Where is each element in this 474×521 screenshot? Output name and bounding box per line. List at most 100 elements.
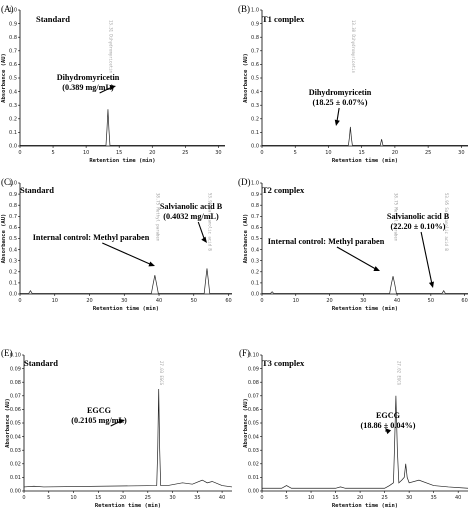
y-tick-label: 0.06: [248, 407, 259, 413]
x-tick-label: 5: [47, 495, 50, 501]
chart-title: Standard: [36, 14, 70, 24]
chart-panel: (B) T1 complex 0.0 0.1 0.2 0.3 0.4 0.5 0.6 0.7 0.8…: [238, 4, 468, 164]
y-tick-label: 0.05: [10, 421, 21, 427]
annotation-arrowhead: [428, 281, 434, 288]
x-tick-label: 15: [358, 150, 364, 156]
peak-label: 27.03 EGCG: [159, 361, 164, 386]
x-tick-label: 10: [308, 495, 314, 501]
y-tick-label: 0.07: [10, 394, 21, 400]
y-tick-label: 0.8: [9, 203, 17, 209]
y-tick-label: 0.1: [251, 281, 259, 287]
y-axis-label: Absorbance (AU): [5, 398, 11, 448]
annotation-text: EGCG: [87, 406, 112, 415]
x-tick-label: 30: [169, 495, 175, 501]
x-tick-label: 20: [86, 298, 92, 304]
annotation-text: Salvianolic acid B: [160, 202, 223, 211]
panel-label: (E): [1, 348, 13, 358]
y-tick-label: 0.10: [248, 353, 259, 359]
x-tick-label: 10: [325, 150, 331, 156]
annotation-arrowhead: [201, 236, 207, 243]
annotation-arrowhead: [385, 428, 392, 435]
peak-label: 13.30 Dihydromyricetin: [351, 20, 356, 74]
peak-label: 27.02 EGCG: [396, 361, 401, 386]
x-tick-label: 10: [293, 298, 299, 304]
x-tick-label: 20: [392, 150, 398, 156]
y-tick-label: 0.04: [10, 434, 21, 440]
y-tick-label: 1.0: [9, 181, 17, 187]
y-tick-label: 0.2: [251, 270, 259, 276]
y-tick-label: 0.9: [251, 21, 259, 27]
x-tick-label: 30: [215, 150, 221, 156]
annotation-arrow: [102, 242, 152, 266]
annotation-arrowhead: [109, 84, 116, 90]
annotation-text: (0.4032 mg/mL): [163, 212, 219, 221]
x-tick-label: 35: [430, 495, 436, 501]
y-tick-label: 0.3: [9, 103, 17, 109]
annotation-arrow: [336, 107, 340, 123]
x-tick-label: 0: [260, 298, 263, 304]
x-tick-label: 20: [357, 495, 363, 501]
x-axis-label: Retention time (min): [332, 306, 398, 312]
chart-title: Standard: [20, 185, 54, 195]
y-tick-label: 0.3: [251, 258, 259, 264]
x-tick-label: 40: [394, 298, 400, 304]
y-tick-label: 0.1: [9, 281, 17, 287]
x-tick-label: 5: [294, 150, 297, 156]
peak-label: 53.95 Salvianolic acid B: [444, 193, 449, 251]
annotation-text: EGCG: [376, 411, 401, 420]
chart-panel: (D) T2 complex 0.0 0.1 0.2 0.3 0.4 0.5 0.6 0.7 0.8…: [238, 177, 468, 312]
x-tick-label: 30: [458, 150, 464, 156]
annotation-arrowhead: [148, 261, 155, 267]
x-tick-label: 50: [191, 298, 197, 304]
y-tick-label: 0.7: [251, 214, 259, 220]
x-tick-label: 60: [461, 298, 467, 304]
x-tick-label: 60: [225, 298, 231, 304]
annotation-text: (0.389 mg/mL): [62, 83, 114, 92]
panel-label: (F): [239, 348, 250, 358]
chart-panel: (F) T3 complex 0.00 0.01 0.02 0.03 0.04 0.05 0.0…: [239, 348, 469, 509]
annotation-text: (0.2105 mg/mL): [71, 416, 127, 425]
y-tick-label: 0.7: [9, 49, 17, 55]
panel-label: (A): [1, 4, 14, 14]
y-tick-label: 0.0: [251, 292, 259, 298]
x-tick-label: 30: [406, 495, 412, 501]
peak-label: 53.95 Salvianolic acid B: [207, 193, 212, 251]
x-axis-label: Retention time (min): [332, 158, 398, 164]
chart-panel: (C) Standard 0.0 0.1 0.2 0.3 0.4 0.5 0.6 0.7 0.8 0.…: [1, 177, 232, 312]
x-tick-label: 0: [22, 495, 25, 501]
y-tick-label: 0.5: [9, 236, 17, 242]
x-tick-label: 0: [260, 495, 263, 501]
y-tick-label: 0.02: [10, 462, 21, 468]
y-tick-label: 0.3: [251, 103, 259, 109]
y-tick-label: 0.03: [10, 448, 21, 454]
y-tick-label: 0.01: [248, 475, 259, 481]
y-tick-label: 0.5: [9, 76, 17, 82]
chart-title: T2 complex: [262, 185, 305, 195]
y-tick-label: 0.8: [9, 35, 17, 41]
x-tick-label: 15: [116, 150, 122, 156]
x-tick-label: 30: [360, 298, 366, 304]
y-tick-label: 0.00: [10, 489, 21, 495]
annotation-arrowhead: [373, 266, 380, 271]
y-tick-label: 0.9: [9, 192, 17, 198]
peak-label: 38.75 Methyl paraben: [394, 193, 399, 242]
chart-title: T1 complex: [262, 14, 305, 24]
chromatogram-line: [20, 109, 225, 146]
x-axis-label: Retention time (min): [332, 503, 398, 509]
y-tick-label: 0.2: [251, 117, 259, 123]
annotation-text: Salvianolic acid B: [387, 212, 450, 221]
y-tick-label: 0.04: [248, 434, 259, 440]
x-tick-label: 20: [149, 150, 155, 156]
y-tick-label: 0.06: [10, 407, 21, 413]
x-tick-label: 40: [156, 298, 162, 304]
y-axis-label: Absorbance (AU): [1, 214, 7, 264]
x-tick-label: 50: [428, 298, 434, 304]
annotation-text: Internal control: Methyl paraben: [33, 233, 150, 242]
y-tick-label: 0.00: [248, 489, 259, 495]
x-tick-label: 0: [18, 298, 21, 304]
annotation-text: Dihydromyricetin: [309, 88, 372, 97]
y-tick-label: 0.0: [9, 144, 17, 150]
annotation-arrow: [336, 246, 377, 270]
y-tick-label: 0.2: [9, 270, 17, 276]
